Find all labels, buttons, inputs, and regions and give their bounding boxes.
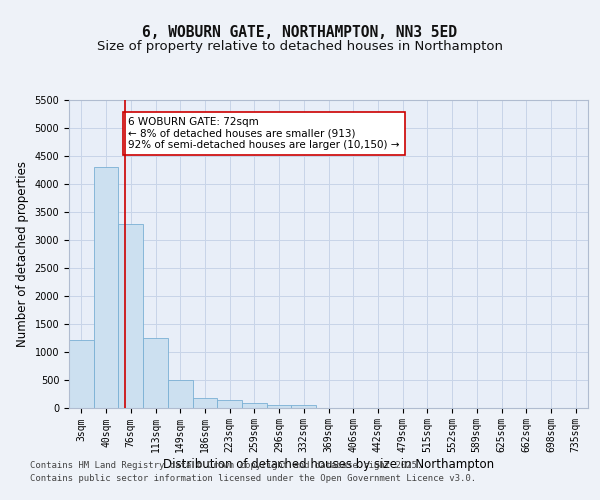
Bar — [217, 400, 242, 407]
Bar — [118, 224, 143, 408]
Bar — [143, 338, 168, 407]
Bar — [292, 404, 316, 407]
Bar — [69, 340, 94, 407]
Text: 6, WOBURN GATE, NORTHAMPTON, NN3 5ED: 6, WOBURN GATE, NORTHAMPTON, NN3 5ED — [143, 25, 458, 40]
Bar — [193, 398, 217, 407]
Bar — [267, 404, 292, 407]
Bar — [242, 404, 267, 407]
Text: Contains public sector information licensed under the Open Government Licence v3: Contains public sector information licen… — [30, 474, 476, 483]
Text: Size of property relative to detached houses in Northampton: Size of property relative to detached ho… — [97, 40, 503, 53]
Bar — [168, 380, 193, 407]
X-axis label: Distribution of detached houses by size in Northampton: Distribution of detached houses by size … — [163, 458, 494, 471]
Text: Contains HM Land Registry data © Crown copyright and database right 2025.: Contains HM Land Registry data © Crown c… — [30, 462, 422, 470]
Bar — [94, 167, 118, 408]
Y-axis label: Number of detached properties: Number of detached properties — [16, 161, 29, 347]
Text: 6 WOBURN GATE: 72sqm
← 8% of detached houses are smaller (913)
92% of semi-detac: 6 WOBURN GATE: 72sqm ← 8% of detached ho… — [128, 117, 400, 150]
